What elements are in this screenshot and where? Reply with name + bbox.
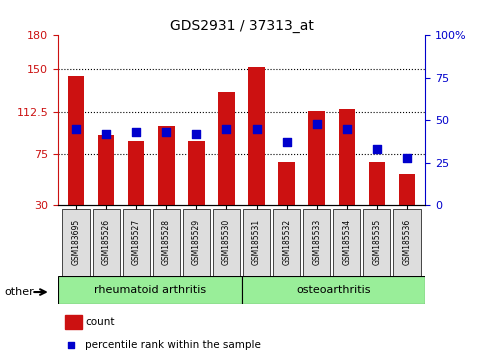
Bar xyxy=(128,141,144,205)
FancyBboxPatch shape xyxy=(62,209,89,276)
Text: osteoarthritis: osteoarthritis xyxy=(296,285,370,295)
FancyBboxPatch shape xyxy=(303,209,330,276)
Bar xyxy=(68,76,85,205)
FancyBboxPatch shape xyxy=(153,209,180,276)
FancyBboxPatch shape xyxy=(58,276,242,304)
FancyBboxPatch shape xyxy=(394,209,421,276)
FancyBboxPatch shape xyxy=(273,209,300,276)
Bar xyxy=(188,141,205,205)
Point xyxy=(67,342,75,348)
Point xyxy=(403,155,411,161)
Point xyxy=(253,126,260,132)
Text: GSM185528: GSM185528 xyxy=(162,219,171,265)
Text: GSM185530: GSM185530 xyxy=(222,219,231,265)
FancyBboxPatch shape xyxy=(363,209,390,276)
Point xyxy=(373,147,381,152)
Bar xyxy=(98,135,114,205)
Bar xyxy=(369,162,385,205)
Bar xyxy=(309,111,325,205)
FancyBboxPatch shape xyxy=(213,209,240,276)
Point xyxy=(223,126,230,132)
Bar xyxy=(278,162,295,205)
Text: GSM185532: GSM185532 xyxy=(282,219,291,265)
FancyBboxPatch shape xyxy=(93,209,120,276)
Point xyxy=(132,130,140,135)
Bar xyxy=(248,67,265,205)
Point xyxy=(283,139,290,145)
Text: GSM185526: GSM185526 xyxy=(101,219,111,265)
Title: GDS2931 / 37313_at: GDS2931 / 37313_at xyxy=(170,19,313,33)
Bar xyxy=(65,315,82,329)
Text: GSM185533: GSM185533 xyxy=(312,219,321,265)
FancyBboxPatch shape xyxy=(243,209,270,276)
Text: rheumatoid arthritis: rheumatoid arthritis xyxy=(94,285,206,295)
Bar xyxy=(218,92,235,205)
Text: other: other xyxy=(5,287,35,297)
Point xyxy=(313,121,321,127)
Text: GSM185527: GSM185527 xyxy=(132,219,141,265)
FancyBboxPatch shape xyxy=(242,276,425,304)
Text: GSM185536: GSM185536 xyxy=(402,219,412,265)
Bar xyxy=(158,126,174,205)
Point xyxy=(162,130,170,135)
FancyBboxPatch shape xyxy=(333,209,360,276)
Text: GSM185531: GSM185531 xyxy=(252,219,261,265)
Point xyxy=(72,126,80,132)
Text: GSM185535: GSM185535 xyxy=(372,219,382,265)
FancyBboxPatch shape xyxy=(123,209,150,276)
Point xyxy=(193,131,200,137)
Text: GSM183695: GSM183695 xyxy=(71,219,81,265)
Point xyxy=(102,131,110,137)
FancyBboxPatch shape xyxy=(183,209,210,276)
Text: GSM185529: GSM185529 xyxy=(192,219,201,265)
Text: count: count xyxy=(85,317,115,327)
Bar xyxy=(339,109,355,205)
Text: percentile rank within the sample: percentile rank within the sample xyxy=(85,340,261,350)
Text: GSM185534: GSM185534 xyxy=(342,219,351,265)
Bar xyxy=(398,173,415,205)
Point xyxy=(343,126,351,132)
